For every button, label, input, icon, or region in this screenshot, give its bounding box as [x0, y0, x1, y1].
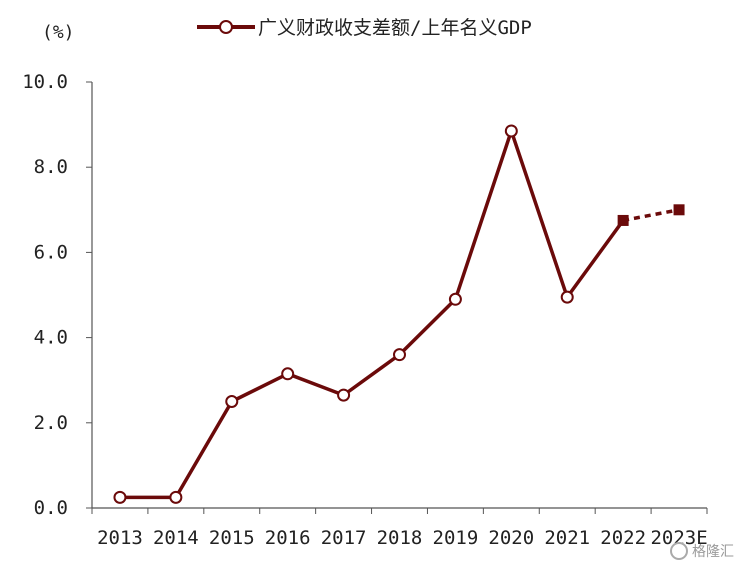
legend-label: 广义财政收支差额/上年名义GDP: [258, 17, 532, 39]
y-tick-label: 2.0: [34, 412, 68, 434]
series-layer: [113, 124, 685, 504]
watermark-logo: [670, 542, 688, 560]
y-tick-label: 10.0: [22, 71, 68, 93]
y-tick-label: 6.0: [34, 241, 68, 263]
x-tick-label: 2018: [377, 527, 423, 549]
data-point: [169, 490, 183, 504]
x-tick-label: 2014: [153, 527, 199, 549]
data-point: [225, 395, 239, 408]
series-forecast-line: [622, 208, 680, 223]
series-line: [119, 129, 625, 500]
data-point: [113, 490, 127, 504]
x-tick-label: 2021: [544, 527, 590, 549]
x-tick-label: 2017: [321, 527, 367, 549]
y-tick-label: 4.0: [34, 327, 68, 349]
data-point-forecast: [617, 214, 629, 226]
x-tick-label: 2020: [488, 527, 534, 549]
y-tick-label: 8.0: [34, 156, 68, 178]
x-tick-label: 2019: [433, 527, 479, 549]
y-unit-label: (%): [42, 22, 75, 43]
x-tick-label: 2022: [600, 527, 646, 549]
data-point: [448, 292, 462, 306]
data-point-forecast: [673, 204, 685, 216]
x-tick-label: 2016: [265, 527, 311, 549]
legend-marker: [219, 20, 233, 34]
watermark-text: 格隆汇: [692, 544, 734, 560]
legend: 广义财政收支差额/上年名义GDP: [197, 17, 532, 39]
data-point: [560, 290, 574, 304]
data-point: [504, 124, 518, 138]
y-tick-label: 0.0: [34, 497, 68, 519]
x-tick-label: 2013: [97, 527, 143, 549]
axes: 0.0 2.0 4.0 6.0 8.0 10.0 2013 2014 2015 2016 2017 2…: [22, 71, 707, 549]
x-tick-label: 2023E: [650, 527, 707, 549]
watermark: 格隆汇: [670, 542, 734, 560]
x-tick-label: 2015: [209, 527, 255, 549]
data-point: [337, 388, 351, 402]
data-point: [281, 367, 295, 381]
data-point: [393, 348, 406, 362]
